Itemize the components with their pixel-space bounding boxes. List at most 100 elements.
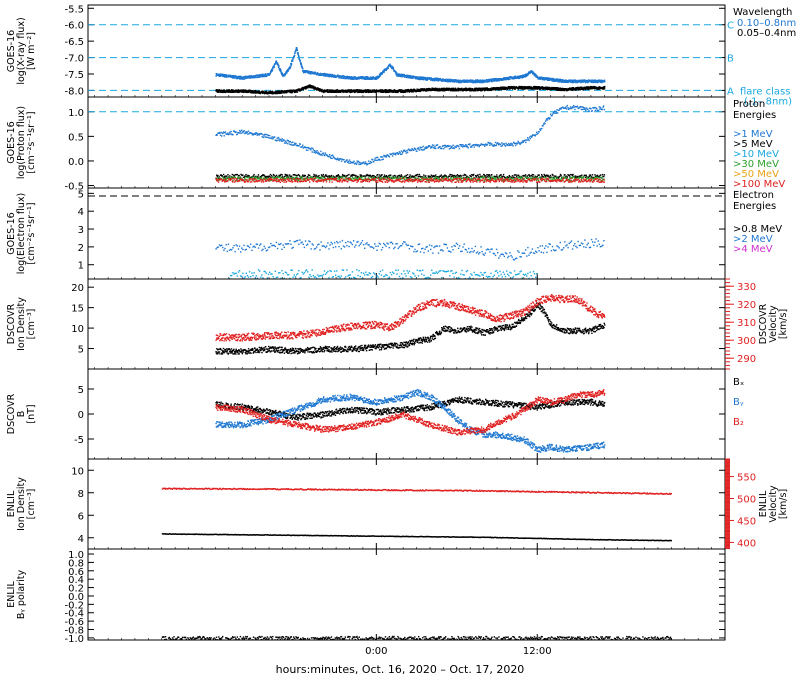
data-point [357,160,358,161]
data-point [229,175,230,176]
data-point [434,80,435,81]
data-point [585,82,586,83]
data-point [265,134,266,135]
data-point [269,176,270,177]
data-point [466,146,467,147]
data-point [528,140,529,141]
data-point [274,136,275,137]
data-point [557,112,558,113]
data-point [310,73,311,74]
data-point [293,145,294,146]
data-point [271,138,272,139]
data-point [423,146,424,147]
data-point [272,69,273,70]
data-point [263,137,264,138]
data-point [348,161,349,162]
data-point [386,176,387,177]
data-point [298,145,299,146]
data-point [220,132,221,133]
data-point [508,143,509,144]
data-point [528,139,529,140]
data-point [592,110,593,111]
data-point [312,148,313,149]
data-point [263,135,264,136]
data-point [245,132,246,133]
data-point [244,78,245,79]
y-axis-title-line: [W m⁻²] [26,32,37,70]
data-point [567,105,568,106]
data-point [487,144,488,145]
data-point [495,142,496,143]
data-point [323,92,324,93]
data-point [227,174,228,175]
data-point [314,150,315,151]
data-point [414,176,415,177]
data-point [284,176,285,177]
data-point [467,147,468,148]
data-point [583,108,584,109]
data-point [235,131,236,132]
data-point [311,147,312,148]
data-point [316,150,317,151]
data-point [416,151,417,152]
data-point [411,89,412,90]
data-point [286,141,287,142]
data-point [501,142,502,143]
data-point [300,144,301,145]
data-point [283,140,284,141]
data-point [232,174,233,175]
data-point [266,137,267,138]
data-point [278,64,279,65]
data-point [456,147,457,148]
data-point [296,47,297,48]
data-point [374,159,375,160]
data-point [419,149,420,150]
data-point [401,153,402,154]
data-point [384,174,385,175]
data-point [465,144,466,145]
flare-class-mark: A [727,86,734,97]
data-point [549,118,550,119]
data-point [418,148,419,149]
data-point [523,141,524,142]
data-point [454,148,455,149]
data-point [282,138,283,139]
data-point [373,175,374,176]
data-point [300,60,301,61]
data-point [553,112,554,113]
data-point [594,107,595,108]
data-point [507,145,508,146]
data-point [377,157,378,158]
data-point [265,136,266,137]
data-point [437,144,438,145]
data-point [383,159,384,160]
data-point [582,109,583,110]
data-point [303,176,304,177]
data-point [555,111,556,112]
data-point [341,161,342,162]
y-tick-label: 0.0 [68,157,84,168]
data-point [577,106,578,107]
data-point [313,174,314,175]
data-point [444,145,445,146]
data-point [354,175,355,176]
data-point [259,91,260,92]
data-point [264,134,265,135]
data-point [297,53,298,54]
data-point [386,156,387,157]
data-point [565,106,566,107]
data-point [519,143,520,144]
data-point [496,143,497,144]
data-point [587,109,588,110]
data-point [366,163,367,164]
data-point [347,175,348,176]
data-point [380,75,381,76]
data-point [505,143,506,144]
data-point [297,175,298,176]
data-point [460,144,461,145]
data-point [421,147,422,148]
data-point [316,152,317,153]
data-point [319,153,320,154]
data-point [519,144,520,145]
